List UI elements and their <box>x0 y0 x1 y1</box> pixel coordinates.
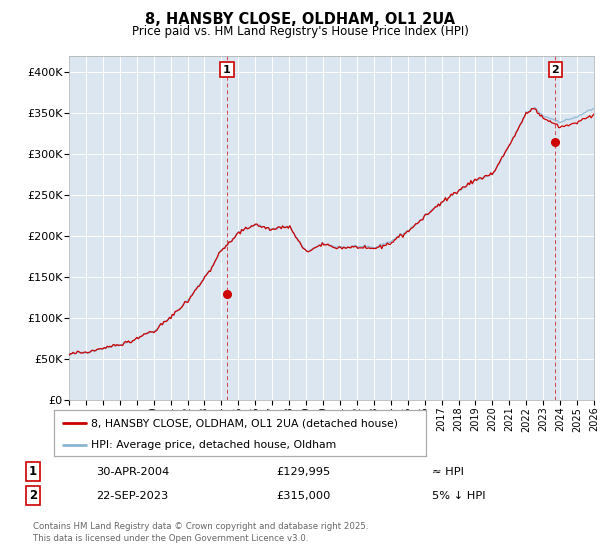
Text: ≈ HPI: ≈ HPI <box>432 466 464 477</box>
Text: £315,000: £315,000 <box>276 491 331 501</box>
Text: 8, HANSBY CLOSE, OLDHAM, OL1 2UA: 8, HANSBY CLOSE, OLDHAM, OL1 2UA <box>145 12 455 27</box>
Text: 1: 1 <box>223 64 231 74</box>
Text: 5% ↓ HPI: 5% ↓ HPI <box>432 491 485 501</box>
Text: 22-SEP-2023: 22-SEP-2023 <box>96 491 168 501</box>
Text: 8, HANSBY CLOSE, OLDHAM, OL1 2UA (detached house): 8, HANSBY CLOSE, OLDHAM, OL1 2UA (detach… <box>91 418 398 428</box>
Text: HPI: Average price, detached house, Oldham: HPI: Average price, detached house, Oldh… <box>91 440 337 450</box>
Text: Price paid vs. HM Land Registry's House Price Index (HPI): Price paid vs. HM Land Registry's House … <box>131 25 469 38</box>
Text: 30-APR-2004: 30-APR-2004 <box>96 466 169 477</box>
Text: 2: 2 <box>29 489 37 502</box>
Text: 2: 2 <box>551 64 559 74</box>
Text: Contains HM Land Registry data © Crown copyright and database right 2025.
This d: Contains HM Land Registry data © Crown c… <box>33 522 368 543</box>
Text: 1: 1 <box>29 465 37 478</box>
Text: £129,995: £129,995 <box>276 466 330 477</box>
